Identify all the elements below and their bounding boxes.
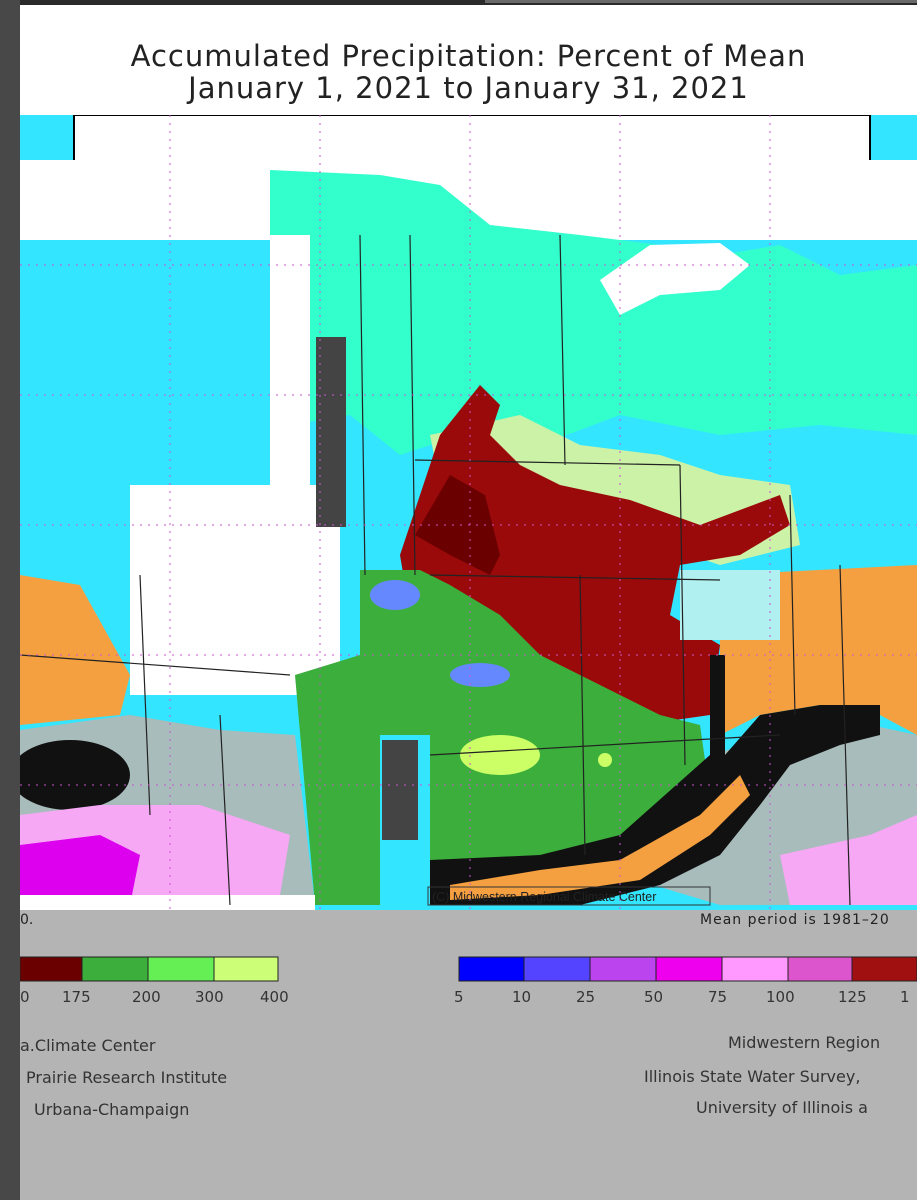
left-legend-label-3: 200 bbox=[132, 988, 161, 1006]
latitude-longitude-grid bbox=[20, 115, 917, 910]
right-color-legend bbox=[458, 956, 917, 982]
left-legend-swatch-2 bbox=[81, 956, 149, 982]
map-page: Accumulated Precipitation: Percent of Me… bbox=[20, 5, 917, 1200]
credit-right-line-3: University of Illinois a bbox=[696, 1098, 868, 1117]
credit-right-line-1: Midwestern Region bbox=[728, 1033, 881, 1052]
right-legend-swatch-7 bbox=[851, 956, 917, 982]
left-legend-label-4: 300 bbox=[195, 988, 224, 1006]
center-white-strip bbox=[270, 235, 310, 525]
left-color-legend bbox=[20, 956, 279, 982]
light-cyan-region bbox=[680, 570, 780, 640]
left-legend-swatch-1 bbox=[20, 956, 83, 982]
lake-superior bbox=[600, 243, 750, 315]
left-note: 0. bbox=[20, 912, 34, 928]
light-green-blob bbox=[460, 735, 540, 775]
left-legend-label-2: 175 bbox=[62, 988, 91, 1006]
right-legend-swatch-3 bbox=[589, 956, 657, 982]
credit-left-line-3: Urbana-Champaign bbox=[34, 1100, 190, 1119]
right-legend-label-8: 1 bbox=[900, 988, 910, 1006]
title-area: Accumulated Precipitation: Percent of Me… bbox=[20, 5, 917, 115]
right-legend-label-6: 100 bbox=[766, 988, 795, 1006]
left-legend-label-5: 400 bbox=[260, 988, 289, 1006]
right-legend-label-1: 5 bbox=[454, 988, 464, 1006]
map-subtitle: January 1, 2021 to January 31, 2021 bbox=[188, 71, 749, 105]
credit-right-line-2: Illinois State Water Survey, bbox=[644, 1067, 861, 1086]
magenta-region-west bbox=[20, 835, 140, 905]
gray-block-lower bbox=[382, 740, 418, 840]
state-borders bbox=[20, 234, 851, 906]
top-edge-bar bbox=[0, 0, 917, 5]
right-legend-swatch-4 bbox=[655, 956, 723, 982]
copyright-text: (C) Midwestern Regional Climate Center bbox=[432, 890, 656, 904]
precipitation-map: (C) Midwestern Regional Climate Center bbox=[20, 115, 917, 910]
frame-top bbox=[73, 115, 871, 166]
right-legend-label-5: 75 bbox=[708, 988, 728, 1006]
right-legend-swatch-5 bbox=[721, 956, 789, 982]
left-bottom-white bbox=[20, 895, 315, 910]
credit-left-line-1: a.Climate Center bbox=[20, 1036, 156, 1055]
right-legend-swatch-6 bbox=[787, 956, 853, 982]
right-legend-label-3: 25 bbox=[576, 988, 596, 1006]
blue-purple-spot-1 bbox=[370, 580, 420, 610]
right-legend-label-2: 10 bbox=[512, 988, 532, 1006]
left-edge-bar bbox=[0, 0, 20, 1200]
right-legend-swatch-1 bbox=[458, 956, 525, 982]
blue-purple-spot-2 bbox=[450, 663, 510, 687]
orange-region-west bbox=[20, 575, 130, 725]
left-legend-swatch-3 bbox=[147, 956, 215, 982]
black-oval-west bbox=[20, 740, 130, 810]
copyright-box bbox=[427, 886, 711, 906]
black-band-southeast bbox=[430, 655, 880, 905]
top-edge-bar-right bbox=[485, 0, 917, 3]
map-title: Accumulated Precipitation: Percent of Me… bbox=[130, 39, 807, 73]
left-legend-label-1: 0 bbox=[20, 988, 30, 1006]
right-legend-label-7: 125 bbox=[838, 988, 867, 1006]
left-white-block bbox=[20, 165, 275, 235]
credit-left-line-2: Prairie Research Institute bbox=[26, 1068, 228, 1087]
maroon-region bbox=[415, 475, 500, 575]
northern-aqua-region bbox=[270, 170, 917, 455]
mean-period-note: Mean period is 1981–20 bbox=[700, 912, 890, 928]
legend-footer: 0. Mean period is 1981–20 0 175 200 300 … bbox=[20, 910, 917, 1200]
right-legend-label-4: 50 bbox=[644, 988, 664, 1006]
right-legend-swatch-2 bbox=[523, 956, 591, 982]
gray-block-upper bbox=[316, 337, 346, 527]
left-legend-swatch-4 bbox=[213, 956, 279, 982]
light-green-dot bbox=[598, 753, 612, 767]
